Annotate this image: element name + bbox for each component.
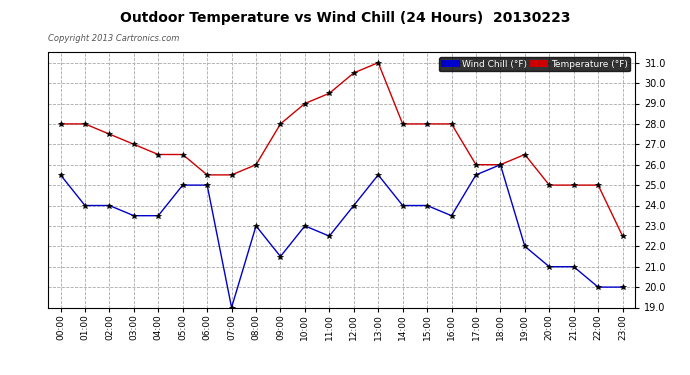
Legend: Wind Chill (°F), Temperature (°F): Wind Chill (°F), Temperature (°F) (439, 57, 630, 71)
Text: Outdoor Temperature vs Wind Chill (24 Hours)  20130223: Outdoor Temperature vs Wind Chill (24 Ho… (120, 11, 570, 25)
Text: Copyright 2013 Cartronics.com: Copyright 2013 Cartronics.com (48, 34, 179, 43)
